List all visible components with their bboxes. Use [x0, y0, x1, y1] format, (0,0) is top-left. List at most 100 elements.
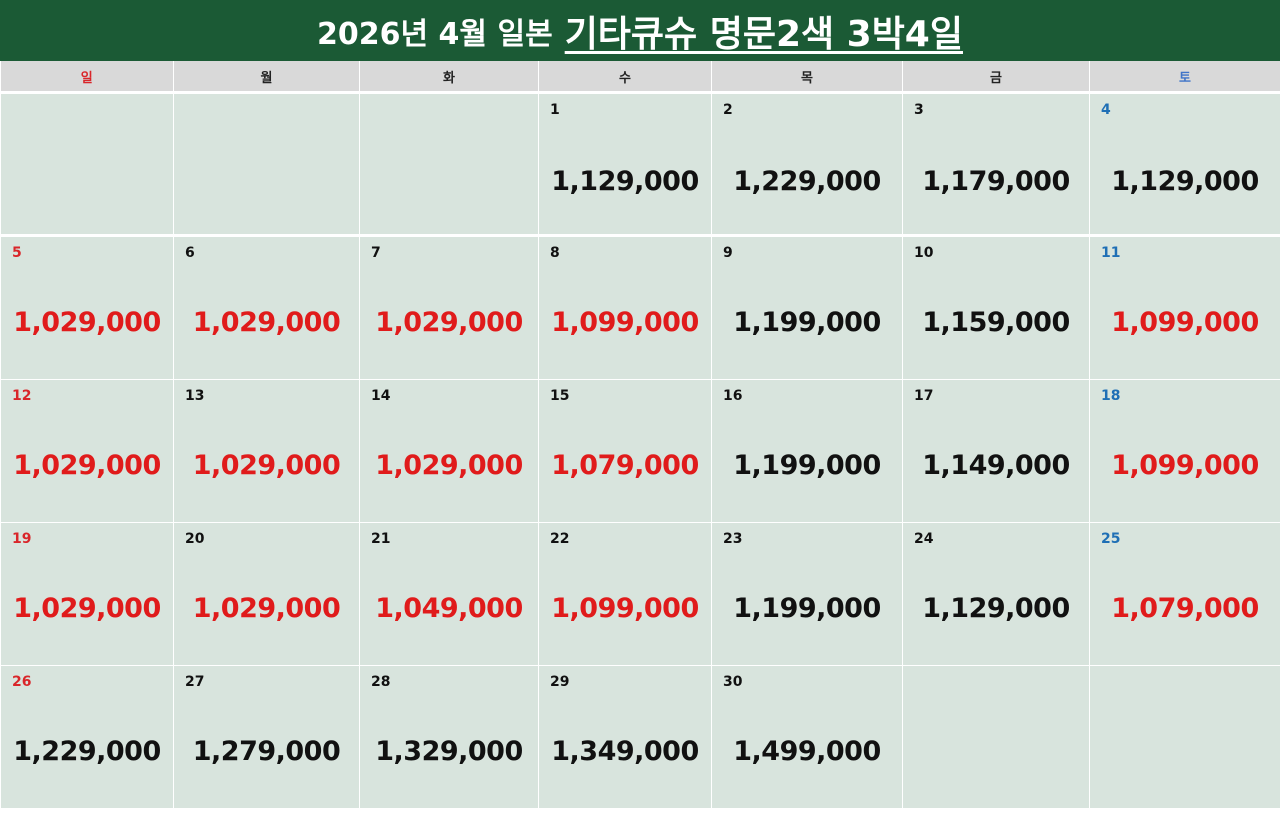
- price-highlight: 1,099,000: [1111, 307, 1259, 338]
- day-number: 2: [723, 102, 733, 118]
- title-date-destination: 2026년 4월 일본: [317, 16, 553, 52]
- day-number: 1: [550, 102, 560, 118]
- price-regular: 1,199,000: [733, 307, 881, 338]
- price-regular: 1,179,000: [922, 166, 1070, 197]
- day-number: 6: [185, 245, 195, 261]
- weekday-wednesday: 수: [538, 61, 712, 94]
- price-regular: 1,499,000: [733, 736, 881, 767]
- calendar-empty-cell: [173, 92, 360, 237]
- calendar-empty-cell: [0, 92, 174, 237]
- calendar-day-cell: 20 1,029,000: [173, 522, 360, 666]
- price-highlight: 1,029,000: [13, 593, 161, 624]
- calendar-day-cell: 19 1,029,000: [0, 522, 174, 666]
- price-regular: 1,229,000: [13, 736, 161, 767]
- calendar-empty-cell: [359, 92, 539, 237]
- calendar-day-cell: 26 1,229,000: [0, 665, 174, 809]
- price-highlight: 1,029,000: [13, 307, 161, 338]
- calendar-day-cell: 8 1,099,000: [538, 235, 712, 380]
- calendar-day-cell: 16 1,199,000: [711, 379, 903, 523]
- calendar-day-cell: 14 1,029,000: [359, 379, 539, 523]
- calendar-day-cell: 5 1,029,000: [0, 235, 174, 380]
- price-highlight: 1,079,000: [1111, 593, 1259, 624]
- weekday-header-row: 일 월 화 수 목 금 토: [0, 61, 1280, 94]
- calendar-day-cell: 2 1,229,000: [711, 92, 903, 237]
- calendar-header: 2026년 4월 일본 기타큐슈 명문2색 3박4일: [0, 0, 1280, 61]
- calendar-week-row: 5 1,029,000 6 1,029,000 7 1,029,000 8 1,099,000…: [0, 235, 1280, 380]
- calendar-day-cell: 11 1,099,000: [1089, 235, 1280, 380]
- weekday-tuesday: 화: [359, 61, 539, 94]
- day-number: 30: [723, 674, 743, 690]
- day-number: 24: [914, 531, 934, 547]
- day-number: 19: [12, 531, 32, 547]
- calendar-week-row: 19 1,029,000 20 1,029,000 21 1,049,000 22 1,099…: [0, 522, 1280, 666]
- calendar-day-cell: 15 1,079,000: [538, 379, 712, 523]
- weekday-monday: 월: [173, 61, 360, 94]
- calendar-day-cell: 9 1,199,000: [711, 235, 903, 380]
- weekday-friday: 금: [902, 61, 1090, 94]
- calendar-day-cell: 29 1,349,000: [538, 665, 712, 809]
- calendar-day-cell: 13 1,029,000: [173, 379, 360, 523]
- calendar-week-row: 12 1,029,000 13 1,029,000 14 1,029,000 15 1,079…: [0, 379, 1280, 523]
- day-number: 13: [185, 388, 205, 404]
- price-regular: 1,159,000: [922, 307, 1070, 338]
- day-number: 11: [1101, 245, 1121, 261]
- price-highlight: 1,079,000: [551, 450, 699, 481]
- price-regular: 1,149,000: [922, 450, 1070, 481]
- price-regular: 1,199,000: [733, 593, 881, 624]
- calendar-week-row: 26 1,229,000 27 1,279,000 28 1,329,000 29 1,349…: [0, 665, 1280, 809]
- price-highlight: 1,029,000: [192, 307, 341, 338]
- price-regular: 1,229,000: [733, 166, 881, 197]
- calendar-body: 1 1,129,000 2 1,229,000 3 1,179,000 4 1,129,000…: [0, 92, 1280, 809]
- calendar-day-cell: 23 1,199,000: [711, 522, 903, 666]
- price-regular: 1,329,000: [375, 736, 523, 767]
- day-number: 3: [914, 102, 924, 118]
- day-number: 25: [1101, 531, 1121, 547]
- calendar-day-cell: 4 1,129,000: [1089, 92, 1280, 237]
- price-regular: 1,199,000: [733, 450, 881, 481]
- day-number: 5: [12, 245, 22, 261]
- price-regular: 1,279,000: [192, 736, 341, 767]
- day-number: 14: [371, 388, 391, 404]
- price-highlight: 1,099,000: [551, 307, 699, 338]
- calendar-day-cell: 30 1,499,000: [711, 665, 903, 809]
- calendar-day-cell: 24 1,129,000: [902, 522, 1090, 666]
- price-regular: 1,129,000: [922, 593, 1070, 624]
- weekday-saturday: 토: [1089, 61, 1280, 94]
- weekday-thursday: 목: [711, 61, 903, 94]
- price-highlight: 1,099,000: [1111, 450, 1259, 481]
- day-number: 21: [371, 531, 391, 547]
- calendar-day-cell: 28 1,329,000: [359, 665, 539, 809]
- day-number: 17: [914, 388, 934, 404]
- price-highlight: 1,029,000: [192, 450, 341, 481]
- calendar-day-cell: 25 1,079,000: [1089, 522, 1280, 666]
- day-number: 4: [1101, 102, 1111, 118]
- price-regular: 1,129,000: [1111, 166, 1259, 197]
- calendar-day-cell: 6 1,029,000: [173, 235, 360, 380]
- title-product-name: 기타큐슈 명문2색 3박4일: [564, 13, 963, 55]
- day-number: 29: [550, 674, 570, 690]
- day-number: 23: [723, 531, 743, 547]
- day-number: 18: [1101, 388, 1121, 404]
- day-number: 26: [12, 674, 32, 690]
- price-highlight: 1,029,000: [375, 450, 523, 481]
- calendar-day-cell: 18 1,099,000: [1089, 379, 1280, 523]
- price-regular: 1,349,000: [551, 736, 699, 767]
- calendar-day-cell: 7 1,029,000: [359, 235, 539, 380]
- weekday-sunday: 일: [0, 61, 174, 94]
- day-number: 28: [371, 674, 391, 690]
- calendar-day-cell: 27 1,279,000: [173, 665, 360, 809]
- calendar-empty-cell: [1089, 665, 1280, 809]
- day-number: 20: [185, 531, 205, 547]
- day-number: 8: [550, 245, 560, 261]
- calendar-day-cell: 1 1,129,000: [538, 92, 712, 237]
- day-number: 27: [185, 674, 205, 690]
- day-number: 16: [723, 388, 743, 404]
- calendar-day-cell: 12 1,029,000: [0, 379, 174, 523]
- calendar-day-cell: 3 1,179,000: [902, 92, 1090, 237]
- price-highlight: 1,029,000: [13, 450, 161, 481]
- calendar-day-cell: 21 1,049,000: [359, 522, 539, 666]
- price-highlight: 1,099,000: [551, 593, 699, 624]
- price-highlight: 1,049,000: [375, 593, 523, 624]
- calendar-day-cell: 22 1,099,000: [538, 522, 712, 666]
- day-number: 7: [371, 245, 381, 261]
